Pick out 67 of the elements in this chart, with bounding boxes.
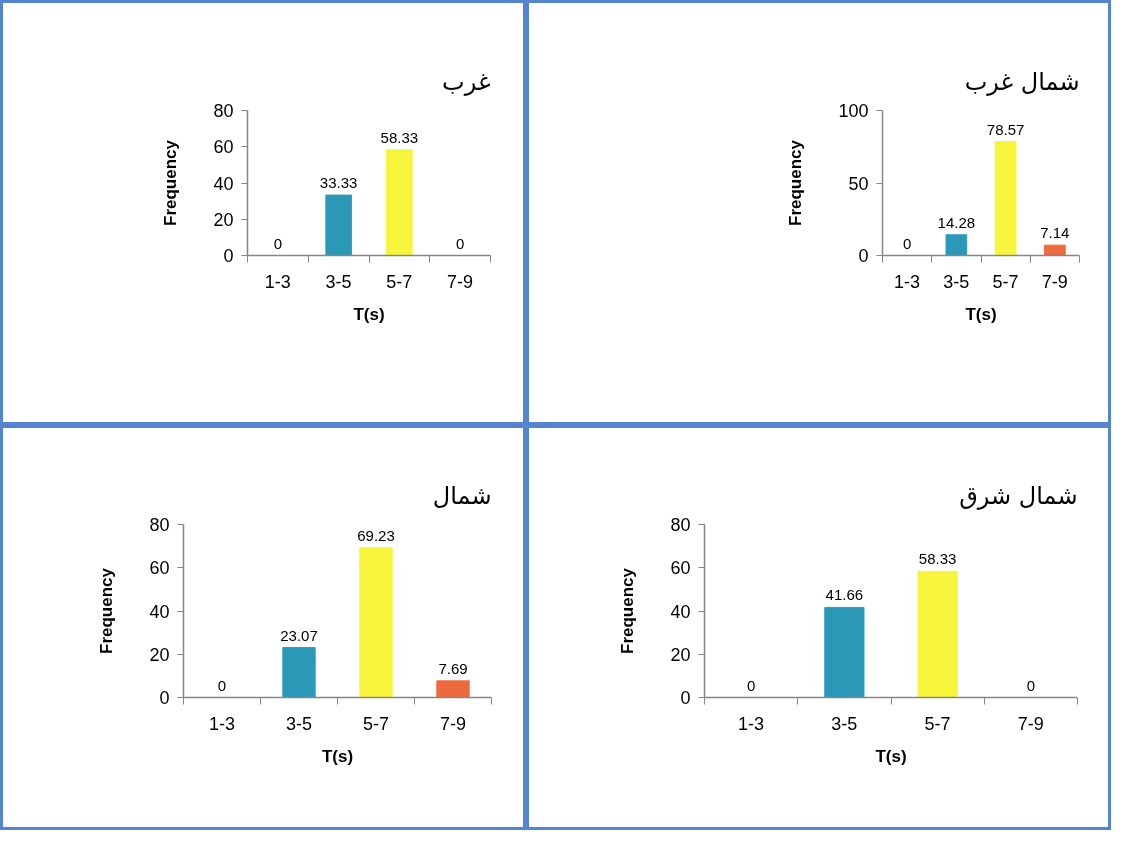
- data-label: 0: [455, 234, 465, 252]
- data-label: 0: [746, 676, 756, 694]
- data-label: 58.33: [918, 550, 957, 568]
- y-axis-title: Frequency: [97, 567, 117, 654]
- y-tick-label: 60: [213, 137, 234, 158]
- y-tick-label: 60: [149, 558, 170, 579]
- x-axis-title: T(s): [321, 746, 354, 766]
- data-label: 0: [273, 234, 283, 252]
- x-tick-label: 5-7: [362, 713, 390, 734]
- bar: [1044, 244, 1066, 256]
- data-label: 7.69: [438, 659, 468, 677]
- x-tick-label: 3-5: [325, 271, 352, 292]
- x-tick-label: 7-9: [1041, 271, 1068, 292]
- data-label: 7.14: [1040, 224, 1070, 242]
- x-tick-label: 1-3: [894, 271, 921, 292]
- x-tick-label: 3-5: [285, 713, 313, 734]
- y-tick-label: 80: [213, 101, 234, 121]
- x-tick-label: 1-3: [264, 271, 291, 292]
- y-tick-label: 40: [213, 173, 234, 194]
- x-tick-label: 3-5: [831, 713, 858, 734]
- data-label: 33.33: [319, 174, 358, 192]
- x-axis-title: T(s): [353, 304, 385, 324]
- x-tick-label: 7-9: [439, 713, 467, 734]
- y-tick-label: 20: [213, 209, 234, 230]
- bar: [282, 647, 316, 698]
- x-axis-title: T(s): [875, 746, 907, 766]
- x-tick-label: 7-9: [447, 271, 474, 292]
- data-label: 0: [1026, 676, 1036, 694]
- x-axis-title: T(s): [965, 304, 997, 324]
- bar: [945, 234, 968, 256]
- y-axis-title: Frequency: [161, 139, 181, 226]
- x-tick-label: 1-3: [208, 713, 236, 734]
- y-axis-title: Frequency: [618, 567, 638, 654]
- chart-title: شمال شرق: [959, 481, 1078, 510]
- chart-title: غرب: [442, 67, 491, 96]
- y-tick-label: 80: [149, 515, 170, 535]
- y-tick-label: 0: [680, 688, 691, 708]
- y-tick-label: 50: [848, 173, 869, 194]
- bar: [994, 141, 1017, 256]
- x-tick-label: 5-7: [924, 713, 951, 734]
- y-tick-label: 0: [858, 246, 869, 266]
- y-tick-label: 20: [670, 644, 691, 665]
- bar: [359, 547, 393, 698]
- y-tick-label: 80: [670, 515, 691, 535]
- data-label: 58.33: [380, 128, 419, 146]
- y-tick-label: 0: [223, 246, 234, 266]
- bar: [436, 680, 470, 698]
- y-tick-label: 0: [159, 688, 170, 708]
- data-label: 78.57: [986, 120, 1025, 138]
- y-tick-label: 20: [149, 644, 170, 665]
- x-tick-label: 3-5: [943, 271, 970, 292]
- data-label: 69.23: [357, 526, 395, 544]
- y-axis-title: Frequency: [786, 139, 806, 226]
- x-tick-label: 7-9: [1017, 713, 1044, 734]
- data-label: 0: [902, 234, 912, 252]
- chart-title: شمال: [432, 481, 492, 510]
- x-tick-label: 5-7: [386, 271, 413, 292]
- x-tick-label: 5-7: [992, 271, 1019, 292]
- y-tick-label: 40: [149, 601, 170, 622]
- y-tick-label: 60: [670, 558, 691, 579]
- chart-title: شمال غرب: [964, 67, 1080, 96]
- y-tick-label: 40: [670, 601, 691, 622]
- x-tick-label: 1-3: [738, 713, 765, 734]
- y-tick-label: 100: [838, 101, 869, 121]
- data-label: 14.28: [937, 213, 976, 231]
- data-label: 41.66: [825, 586, 864, 604]
- data-label: 23.07: [280, 626, 318, 644]
